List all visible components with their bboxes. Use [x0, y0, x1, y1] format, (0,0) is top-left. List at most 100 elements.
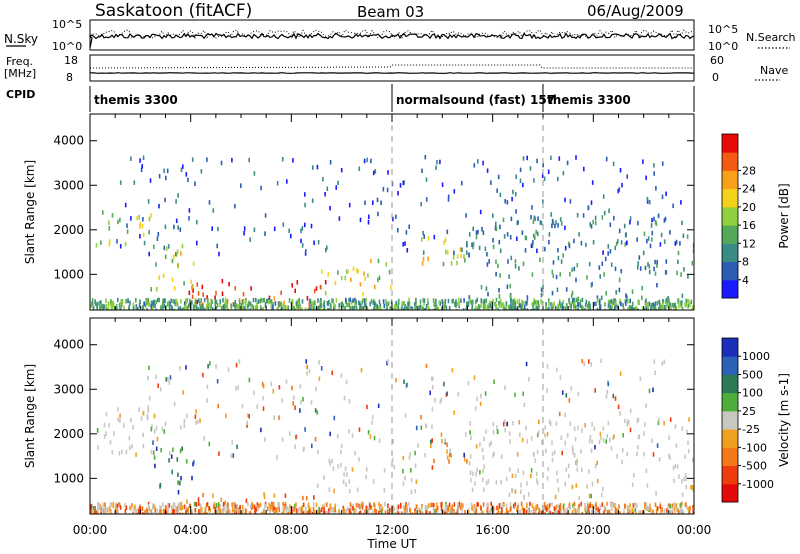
data-cell — [651, 237, 653, 242]
data-cell — [90, 303, 93, 308]
data-cell — [471, 242, 473, 247]
data-cell — [234, 307, 236, 310]
data-cell — [681, 492, 684, 497]
data-cell — [637, 261, 640, 266]
data-cell — [253, 390, 255, 396]
data-cell — [663, 218, 666, 223]
data-cell — [532, 301, 535, 306]
data-cell — [308, 301, 311, 307]
data-cell — [617, 404, 620, 410]
data-cell — [606, 389, 609, 395]
data-cell — [535, 300, 538, 305]
data-cell — [552, 304, 554, 309]
data-cell — [508, 431, 511, 436]
data-cell — [643, 451, 645, 457]
data-cell — [622, 448, 624, 453]
data-cell — [623, 223, 626, 229]
data-cell — [432, 385, 434, 390]
data-cell — [107, 305, 110, 310]
data-cell — [634, 507, 637, 513]
data-cell — [520, 304, 522, 310]
data-cell — [207, 306, 210, 310]
data-cell — [180, 425, 182, 430]
data-cell — [509, 235, 512, 240]
data-cell — [158, 203, 160, 209]
data-cell — [252, 305, 255, 310]
data-cell — [146, 509, 148, 514]
data-cell — [637, 220, 639, 226]
data-cell — [643, 231, 646, 236]
data-cell — [593, 301, 596, 307]
data-cell — [651, 303, 653, 308]
data-cell — [513, 300, 515, 305]
data-cell — [594, 220, 597, 226]
data-cell — [474, 481, 476, 486]
data-cell — [373, 435, 376, 441]
data-cell — [559, 303, 562, 309]
data-cell — [596, 295, 599, 300]
data-cell — [558, 308, 560, 310]
data-cell — [159, 387, 162, 392]
data-cell — [614, 266, 617, 272]
data-cell — [471, 487, 474, 493]
data-cell — [576, 299, 579, 304]
data-cell — [440, 502, 442, 507]
data-cell — [224, 297, 227, 303]
data-cell — [308, 306, 311, 310]
data-cell — [388, 269, 391, 275]
data-cell — [152, 303, 155, 308]
data-cell — [692, 505, 694, 510]
data-cell — [566, 307, 568, 310]
data-cell — [173, 224, 175, 230]
data-cell — [172, 508, 175, 514]
data-cell — [519, 432, 521, 438]
data-cell — [613, 503, 616, 508]
data-cell — [453, 189, 456, 194]
data-cell — [108, 226, 111, 231]
data-cell — [645, 175, 647, 181]
data-cell — [648, 269, 651, 275]
data-cell — [619, 511, 621, 514]
data-cell — [588, 493, 591, 499]
data-cell — [366, 404, 368, 410]
data-cell — [614, 507, 617, 512]
colorbar-swatch — [722, 152, 738, 171]
data-cell — [496, 188, 498, 193]
data-cell — [119, 180, 122, 185]
data-cell — [530, 215, 532, 220]
data-cell — [674, 302, 676, 308]
data-cell — [365, 467, 368, 472]
data-cell — [203, 297, 206, 303]
data-cell — [513, 305, 515, 310]
data-cell — [463, 298, 465, 303]
data-cell — [498, 239, 501, 245]
data-cell — [500, 502, 502, 507]
data-cell — [404, 510, 406, 514]
data-cell — [97, 501, 99, 507]
data-cell — [118, 308, 121, 310]
data-cell — [631, 306, 634, 310]
data-cell — [495, 297, 498, 303]
data-cell — [683, 267, 685, 272]
data-cell — [457, 392, 460, 397]
data-cell — [150, 213, 152, 218]
data-cell — [468, 461, 471, 466]
data-cell — [441, 182, 444, 187]
data-cell — [445, 392, 447, 398]
data-cell — [509, 293, 512, 299]
data-cell — [338, 303, 340, 308]
data-cell — [660, 232, 663, 238]
data-cell — [645, 305, 647, 310]
data-cell — [644, 265, 647, 271]
data-cell — [431, 438, 433, 443]
data-cell — [210, 303, 212, 308]
data-cell — [578, 232, 580, 237]
data-cell — [443, 240, 445, 245]
data-cell — [94, 299, 96, 304]
data-cell — [549, 510, 552, 514]
data-cell — [533, 215, 536, 220]
data-cell — [536, 504, 539, 509]
data-cell — [630, 308, 632, 310]
data-cell — [334, 280, 337, 286]
data-cell — [519, 509, 521, 514]
